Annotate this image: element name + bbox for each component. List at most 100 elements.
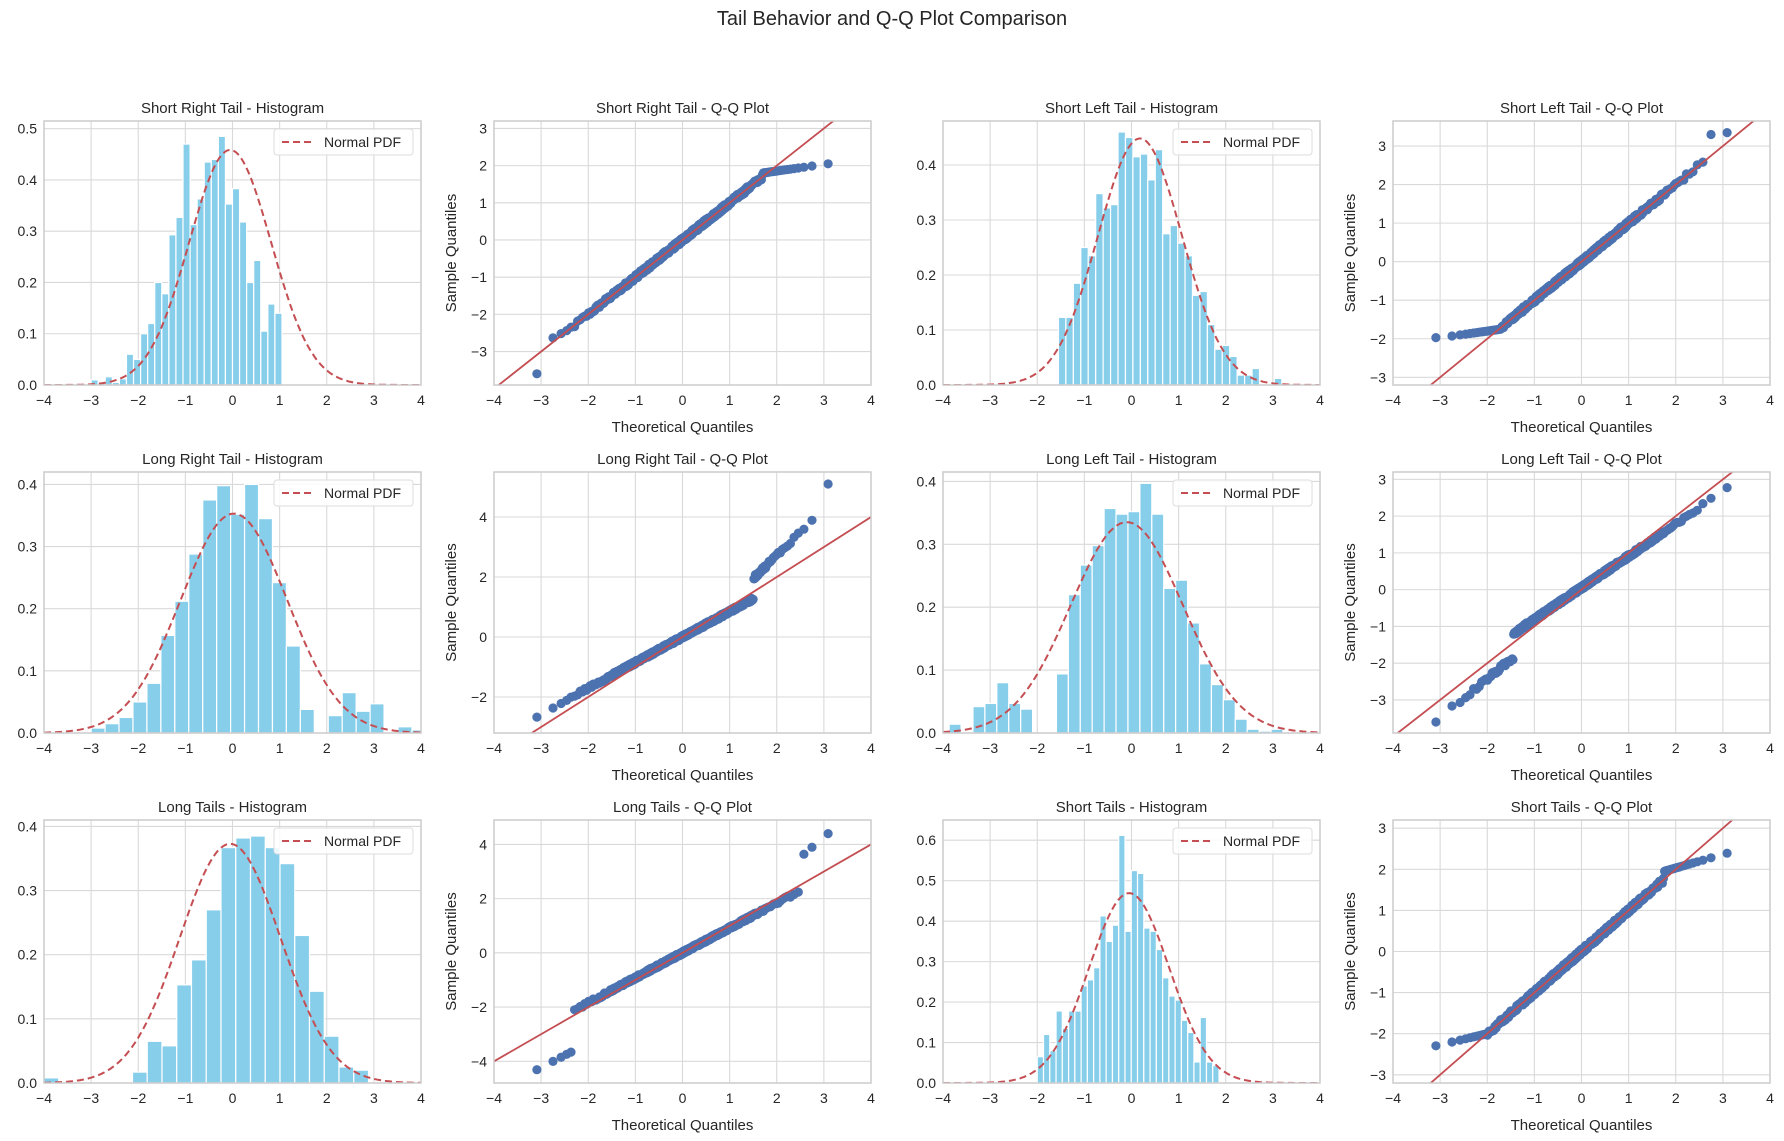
legend: Normal PDF (273, 128, 414, 156)
x-tick-label: −3 (1432, 392, 1448, 408)
qq-point (823, 479, 833, 489)
histogram-bar (1162, 977, 1170, 1083)
y-tick-label: −4 (471, 1053, 487, 1069)
x-tick-label: 4 (867, 1090, 875, 1106)
histogram-bar (1105, 940, 1114, 1083)
y-tick-label: 0.0 (917, 1075, 937, 1091)
histogram-bar (146, 682, 162, 733)
histogram-bar (104, 723, 120, 733)
y-tick-label: 0.3 (917, 212, 937, 228)
x-tick-label: 1 (1625, 392, 1633, 408)
y-tick-label: 1 (1378, 902, 1386, 918)
reference-line (497, 121, 835, 385)
x-axis-label: Theoretical Quantiles (1511, 419, 1653, 436)
subplot-8: Theoretical Quantiles Sample Quantiles −4 −… (1342, 451, 1774, 784)
histogram-bar (1180, 1019, 1189, 1083)
axes-frame (942, 120, 1321, 386)
histogram-bar (264, 846, 281, 1083)
plot-area (44, 835, 421, 1083)
axes-frame (493, 120, 872, 386)
x-tick-label: 0 (229, 392, 237, 408)
histogram-bar (1072, 282, 1082, 385)
qq-point (1431, 1041, 1441, 1051)
y-axis-label: Sample Quantiles (443, 543, 460, 661)
histogram-bar (1136, 872, 1145, 1083)
histogram-bar (1111, 924, 1120, 1083)
subplot-title: Long Tails - Histogram (158, 799, 307, 816)
normal-pdf-curve (943, 137, 1320, 385)
qq-point (748, 594, 758, 604)
normal-pdf-curve (943, 892, 1320, 1083)
histogram-bar (1102, 207, 1112, 385)
x-tick-label: −1 (1076, 740, 1092, 756)
histogram-bar (1115, 513, 1129, 733)
qq-point (548, 703, 558, 713)
histogram-bar (1080, 246, 1089, 385)
y-tick-label: −1 (1370, 618, 1386, 634)
x-tick-label: 3 (820, 1090, 828, 1106)
y-tick-label: 0.2 (18, 274, 38, 290)
subplot-5: Normal PDF −4 −3 −2 −1 0 1 2 3 4 0.0 0.1 0.2 0.3 0.4 Lo… (18, 451, 426, 756)
axes-frame (43, 471, 422, 734)
histogram-bar (1222, 699, 1236, 733)
subplot-grid: Normal PDF −4 −3 −2 −1 0 1 2 3 4 0.0 0.1 0.2 0.3 0.4 0.… (18, 100, 1775, 1134)
qq-point (793, 887, 803, 897)
histogram-bar (176, 984, 193, 1083)
histogram-bar (205, 909, 222, 1083)
y-axis-label: Sample Quantiles (1342, 194, 1359, 312)
histogram-bar (147, 322, 156, 385)
x-tick-label: 2 (1672, 392, 1680, 408)
qq-point (532, 1065, 542, 1075)
legend-label: Normal PDF (1223, 134, 1300, 150)
y-tick-label: 2 (1378, 861, 1386, 877)
x-tick-label: 2 (773, 392, 781, 408)
axes-frame (43, 819, 422, 1084)
qq-point (1698, 855, 1708, 865)
x-axis-label: Theoretical Quantiles (1511, 767, 1653, 784)
histogram-bar (1067, 594, 1081, 733)
y-tick-label: 3 (1378, 820, 1386, 836)
histogram-bar (168, 234, 177, 385)
x-tick-label: 2 (1222, 392, 1230, 408)
qq-point (1431, 717, 1441, 727)
legend-box (273, 827, 414, 855)
legend-label: Normal PDF (1223, 833, 1300, 849)
axes-frame (942, 819, 1321, 1084)
histogram-bar (1187, 1031, 1195, 1083)
qq-point (1658, 873, 1669, 883)
x-tick-label: 1 (1175, 1090, 1183, 1106)
y-tick-label: 0.5 (917, 873, 937, 889)
reference-line (1429, 820, 1734, 1083)
normal-pdf-curve (44, 148, 421, 385)
histogram-bar (948, 723, 962, 733)
x-tick-label: 4 (417, 740, 425, 756)
x-tick-label: −3 (83, 392, 99, 408)
histogram-bar (216, 485, 232, 733)
y-tick-label: 0.0 (18, 1075, 38, 1091)
y-tick-label: 0.3 (917, 536, 937, 552)
x-tick-label: 3 (820, 392, 828, 408)
legend: Normal PDF (273, 479, 414, 507)
y-tick-label: 0.3 (917, 954, 937, 970)
x-tick-label: 4 (1766, 392, 1774, 408)
y-tick-label: 3 (479, 120, 487, 136)
plot-area (943, 131, 1320, 385)
histogram-bar (1206, 323, 1216, 385)
x-tick-label: 1 (1175, 740, 1183, 756)
histogram-bar (238, 221, 248, 385)
x-tick-label: 3 (1269, 740, 1277, 756)
x-tick-label: −1 (1526, 392, 1542, 408)
y-tick-label: 3 (1378, 138, 1386, 154)
histogram-bar (175, 216, 184, 385)
x-tick-label: −4 (486, 392, 502, 408)
figure-title: Tail Behavior and Q-Q Plot Comparison (717, 8, 1067, 30)
histogram-bar (285, 645, 301, 733)
legend-box (273, 479, 414, 507)
x-tick-label: 2 (1222, 740, 1230, 756)
subplot-title: Long Tails - Q-Q Plot (613, 799, 753, 816)
histogram-bar (1095, 193, 1104, 385)
histogram-bar (1074, 1010, 1082, 1083)
histogram-bar (1036, 1056, 1045, 1083)
plot-area (943, 834, 1320, 1083)
x-tick-label: 4 (1316, 1090, 1324, 1106)
